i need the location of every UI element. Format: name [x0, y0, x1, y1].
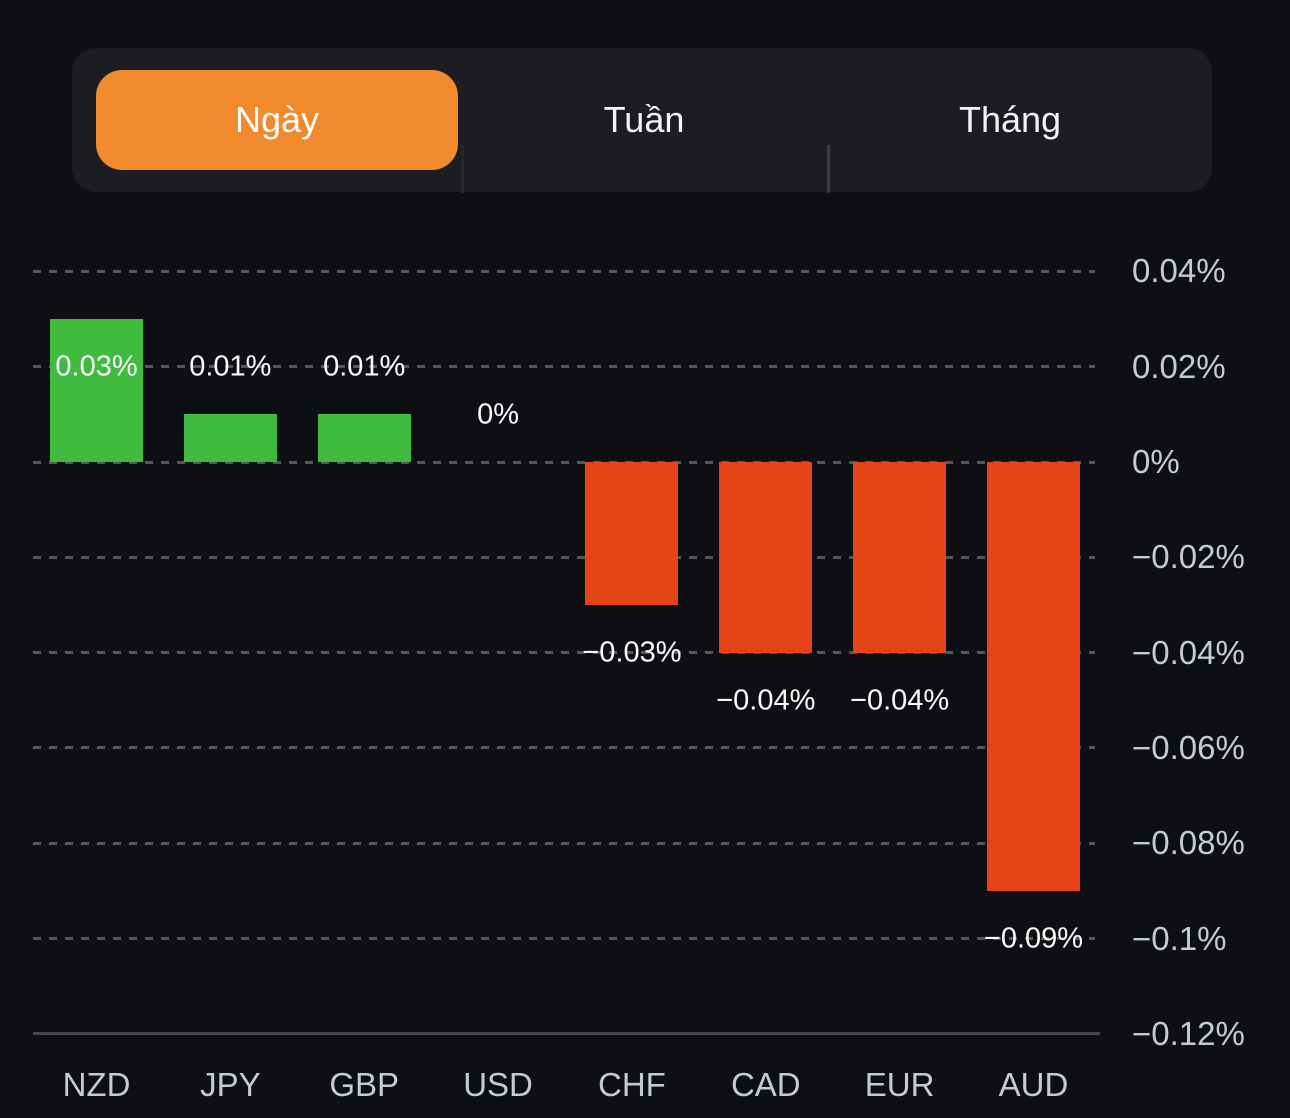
y-axis-label-0%: 0% — [1132, 443, 1180, 480]
value-label-eur: −0.04% — [850, 684, 950, 717]
y-axis-label-0.04%: 0.04% — [1132, 252, 1226, 290]
tab-month[interactable]: Tháng — [831, 48, 1189, 192]
value-label-chf: −0.03% — [582, 636, 682, 669]
x-axis-label-gbp: GBP — [329, 1066, 400, 1103]
x-axis-label-usd: USD — [463, 1066, 533, 1103]
gridline-−0.12% — [33, 1032, 1100, 1036]
bar-aud — [986, 462, 1080, 891]
bar-jpy — [183, 414, 277, 462]
gridline-−0.04% — [33, 651, 1095, 655]
value-label-nzd: 0.03% — [55, 350, 138, 383]
bar-gbp — [317, 414, 411, 462]
bar-cad — [719, 462, 813, 653]
value-label-usd: 0% — [477, 398, 520, 431]
value-label-jpy: 0.01% — [189, 350, 272, 383]
y-axis-label-−0.04%: −0.04% — [1132, 633, 1245, 671]
tab-day[interactable]: Ngày — [96, 70, 458, 170]
y-axis-label-−0.08%: −0.08% — [1132, 824, 1245, 862]
bar-eur — [853, 462, 947, 653]
value-label-cad: −0.04% — [716, 684, 816, 717]
x-axis-label-nzd: NZD — [62, 1066, 131, 1103]
gridline-−0.06% — [33, 746, 1095, 750]
y-axis-label-−0.12%: −0.12% — [1132, 1014, 1245, 1052]
y-axis-label-−0.06%: −0.06% — [1132, 728, 1245, 766]
gridline-0.04% — [33, 269, 1095, 273]
bar-nzd — [50, 319, 143, 462]
y-axis-label-−0.02%: −0.02% — [1132, 538, 1245, 576]
tab-divider — [461, 145, 464, 193]
gridline-−0.1% — [33, 937, 1095, 940]
gridline-0% — [33, 460, 1095, 464]
x-axis-label-jpy: JPY — [200, 1066, 261, 1103]
gridline-−0.02% — [33, 555, 1095, 559]
value-label-aud: −0.09% — [983, 922, 1084, 955]
period-tab-bar: Ngày Tuần Tháng — [72, 48, 1212, 193]
x-axis-label-aud: AUD — [998, 1066, 1069, 1103]
bar-chf — [585, 462, 679, 605]
y-axis-label-−0.1%: −0.1% — [1132, 919, 1227, 957]
x-axis-label-chf: CHF — [598, 1066, 666, 1103]
gridline-0.02% — [33, 365, 1095, 369]
gridline-−0.08% — [33, 841, 1095, 845]
tab-divider — [827, 145, 830, 193]
x-axis-label-cad: CAD — [730, 1066, 801, 1103]
tab-week[interactable]: Tuần — [458, 48, 830, 192]
y-axis-label-0.02%: 0.02% — [1132, 347, 1226, 385]
x-axis-label-eur: EUR — [864, 1066, 935, 1103]
value-label-gbp: 0.01% — [323, 350, 406, 383]
